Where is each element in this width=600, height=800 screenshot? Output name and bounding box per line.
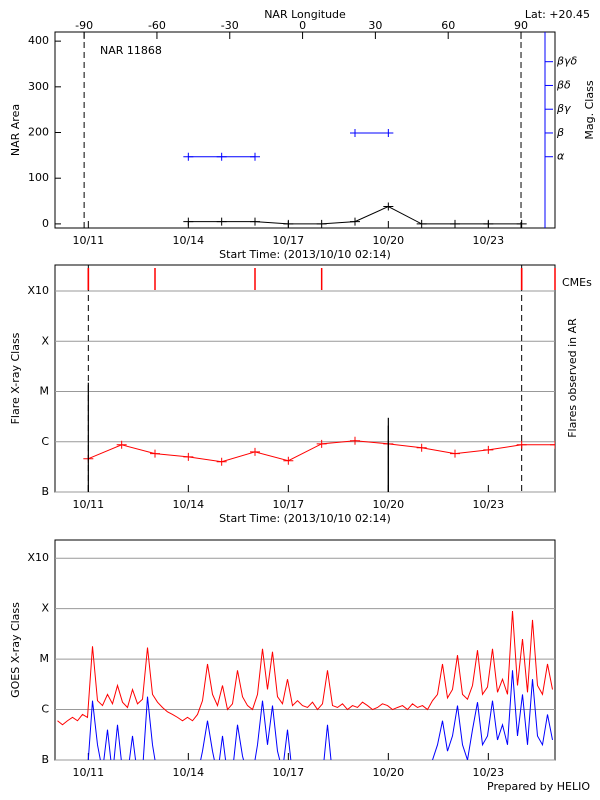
chart-subtitle: Lat: +20.45: [525, 8, 590, 21]
y-tick-label: 400: [28, 34, 49, 47]
x-tick-label: 10/14: [172, 766, 204, 779]
series-line: [57, 610, 553, 726]
point-marker: [450, 449, 460, 458]
x-tick-label: 10/20: [372, 498, 404, 511]
point-marker: [250, 447, 260, 456]
y-tick-label: X: [41, 334, 49, 347]
x-tick-label: 10/23: [472, 234, 504, 247]
x-tick-label: 10/20: [372, 766, 404, 779]
point-marker: [550, 440, 555, 449]
y-tick-label: 300: [28, 80, 49, 93]
x2-tick-label: -60: [148, 19, 166, 32]
x2-tick-label: 60: [441, 19, 455, 32]
chart-title: NAR 11868: [100, 44, 162, 57]
point-marker: [116, 440, 127, 449]
y-tick-label: B: [41, 485, 49, 498]
y-axis-label: GOES X-ray Class: [9, 602, 22, 698]
cme-label: CMEs: [562, 276, 592, 289]
series-line: [87, 670, 553, 760]
point-marker: [316, 439, 327, 448]
point-marker: [316, 219, 327, 228]
x-tick-label: 10/17: [272, 498, 304, 511]
x-tick-label: 10/17: [272, 234, 304, 247]
x2-tick-label: -30: [221, 19, 239, 32]
x2-tick-label: -90: [75, 19, 93, 32]
y-tick-label: 200: [28, 126, 49, 139]
y2-axis-label: Flares observed in AR: [566, 318, 579, 438]
y-tick-label: B: [41, 753, 49, 766]
point-marker: [216, 457, 227, 466]
point-marker: [283, 219, 294, 228]
x-tick-label: 10/23: [472, 766, 504, 779]
x2-tick-label: 30: [368, 19, 382, 32]
x-axis-label: Start Time: (2013/10/10 02:14): [219, 512, 391, 525]
x-tick-label: 10/14: [172, 234, 204, 247]
x2-tick-label: 0: [299, 19, 306, 32]
point-marker: [483, 445, 494, 454]
x-axis-label: Start Time: (2013/10/10 02:14): [219, 248, 391, 261]
x2-axis-label: NAR Longitude: [264, 8, 346, 21]
y2-tick-label: α: [557, 150, 565, 163]
point-marker: [183, 217, 194, 226]
x-tick-label: 10/11: [72, 498, 104, 511]
y2-tick-label: β: [556, 126, 564, 139]
point-marker: [483, 219, 494, 228]
y2-tick-label: βγδ: [556, 55, 578, 68]
y2-axis-label: Mag. Class: [583, 80, 596, 139]
point-marker: [216, 152, 227, 161]
y-tick-label: X10: [27, 284, 49, 297]
x-tick-label: 10/23: [472, 498, 504, 511]
point-marker: [250, 217, 260, 226]
point-marker: [416, 219, 427, 228]
point-marker: [516, 219, 527, 228]
point-marker: [350, 217, 360, 226]
point-marker: [516, 440, 527, 449]
point-marker: [183, 152, 194, 161]
y-tick-label: 100: [28, 171, 49, 184]
y-tick-label: X10: [27, 551, 49, 564]
x-tick-label: 10/11: [72, 234, 104, 247]
x-tick-label: 10/14: [172, 498, 204, 511]
y-tick-label: M: [40, 385, 50, 398]
point-marker: [350, 436, 360, 445]
point-marker: [283, 456, 294, 465]
point-marker: [383, 128, 394, 137]
footer: Prepared by HELIO: [487, 780, 590, 793]
y-axis-label: Flare X-ray Class: [9, 332, 22, 424]
y2-tick-label: βδ: [556, 78, 571, 91]
point-marker: [150, 449, 160, 458]
y-tick-label: C: [41, 435, 49, 448]
y-tick-label: M: [40, 652, 50, 665]
point-marker: [416, 443, 427, 452]
x-tick-label: 10/20: [372, 234, 404, 247]
point-marker: [250, 152, 260, 161]
point-marker: [183, 452, 194, 461]
point-marker: [383, 202, 394, 211]
x-tick-label: 10/17: [272, 766, 304, 779]
y2-tick-label: βγ: [556, 102, 571, 115]
y-axis-label: NAR Area: [9, 104, 22, 156]
point-marker: [450, 219, 460, 228]
y-tick-label: C: [41, 703, 49, 716]
y-tick-label: 0: [42, 217, 49, 230]
point-marker: [350, 128, 360, 137]
point-marker: [216, 217, 227, 226]
x2-tick-label: 90: [514, 19, 528, 32]
plot-frame: [54, 31, 556, 229]
y-tick-label: X: [41, 602, 49, 615]
x-tick-label: 10/11: [72, 766, 104, 779]
